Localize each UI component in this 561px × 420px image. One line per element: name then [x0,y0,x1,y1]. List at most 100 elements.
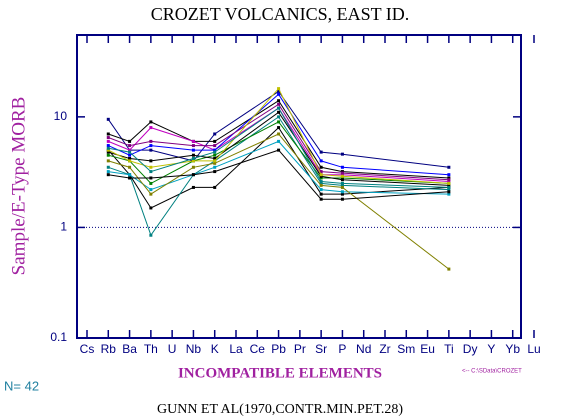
point [319,181,323,185]
file-note: <-- C:\SData\CROZET [462,369,522,375]
point [149,144,153,148]
point [319,170,323,174]
point [447,180,451,184]
point [319,150,323,154]
x-tick-label: Ti [444,342,454,356]
point [191,159,195,163]
point [106,153,110,157]
series-line [107,126,449,209]
point [277,89,281,93]
point [213,170,217,174]
point [319,176,323,180]
point [447,178,451,182]
x-tick-label: U [168,342,177,356]
point [149,181,153,185]
point [447,176,451,180]
point [149,139,153,143]
point [106,173,110,177]
point [340,174,344,178]
point [128,139,132,143]
x-tick-label: Sm [397,342,415,356]
point [191,139,195,143]
point [213,150,217,154]
x-tick-label: Cs [80,342,95,356]
point [277,139,281,143]
point [340,152,344,156]
point [128,173,132,177]
count-label: N= 42 [4,378,39,393]
point [128,153,132,157]
x-tick-label: Ce [250,342,266,356]
point [128,144,132,148]
point [277,110,281,114]
point [319,183,323,187]
point [319,192,323,196]
point [319,173,323,177]
point [191,157,195,161]
point [340,171,344,175]
point [106,117,110,121]
x-axis-label: INCOMPATIBLE ELEMENTS [178,365,382,381]
point [128,150,132,154]
point [191,153,195,157]
point [447,181,451,185]
point [213,144,217,148]
point [213,159,217,163]
point [340,165,344,169]
x-tick-label: Sr [315,342,327,356]
x-tick-label: Eu [420,342,435,356]
point [106,136,110,140]
point [149,233,153,237]
point [277,148,281,152]
point [340,176,344,180]
point [106,165,110,169]
point [191,144,195,148]
point [213,185,217,189]
point [340,183,344,187]
point [340,170,344,174]
point [277,126,281,130]
point [149,192,153,196]
point [319,197,323,201]
point [277,120,281,124]
plot-frame [76,34,522,339]
series-line [108,107,449,182]
point [213,153,217,157]
point [106,132,110,136]
point [277,99,281,103]
point [277,92,281,96]
x-tick-label: Nb [186,342,202,356]
point [128,176,132,180]
point [149,148,153,152]
point [447,185,451,189]
point [340,197,344,201]
point [447,267,451,271]
point [149,206,153,210]
point [191,173,195,177]
point [319,165,323,169]
footer: GUNN ET AL(1970,CONTR.MIN.PET.28) [157,402,403,417]
y-axis-label: Sample/E-Type MORB [8,97,29,276]
x-tick-label: Dy [463,342,478,356]
point [106,159,110,163]
point [128,165,132,169]
point [277,115,281,119]
point [340,185,344,189]
point [213,161,217,165]
point [277,132,281,136]
point [340,181,344,185]
point [191,148,195,152]
series-line [108,133,450,270]
x-tick-label: P [338,342,346,356]
x-tick-label: Rb [101,342,117,356]
x-tick-label: Lu [527,342,540,356]
point [340,190,344,194]
point [149,126,153,130]
point [213,132,217,136]
point [319,174,323,178]
series-line [108,107,449,188]
x-tick-label: Pr [294,342,306,356]
point [340,178,344,182]
chart-title: CROZET VOLCANICS, EAST ID. [151,4,410,24]
